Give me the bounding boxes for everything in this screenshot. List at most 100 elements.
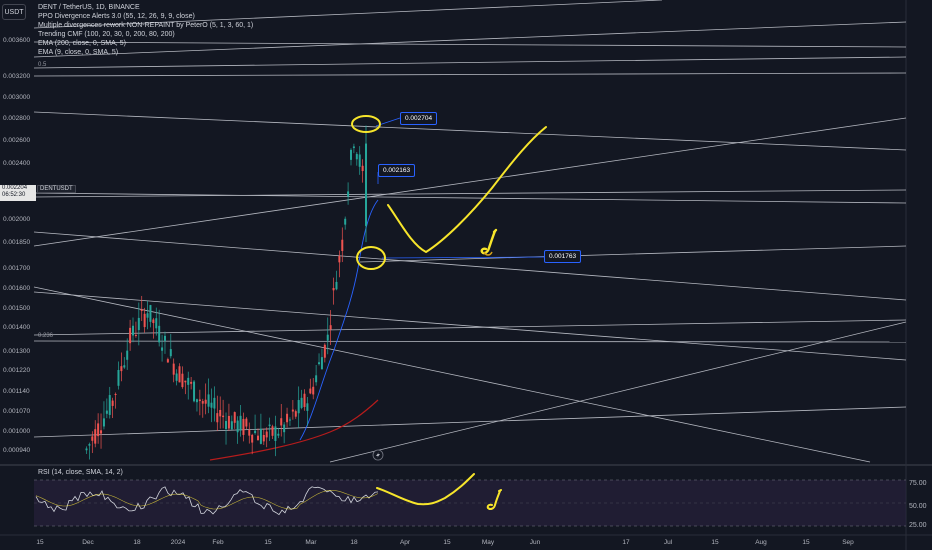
candle-body[interactable] xyxy=(85,448,88,451)
candle-body[interactable] xyxy=(265,431,268,438)
candle-body[interactable] xyxy=(102,418,105,427)
price-callout-high[interactable]: 0.002704 xyxy=(400,112,438,125)
candle-body[interactable] xyxy=(88,444,91,446)
candle-body[interactable] xyxy=(137,317,140,331)
candle-body[interactable] xyxy=(190,381,193,384)
candle-body[interactable] xyxy=(129,327,132,344)
candle-body[interactable] xyxy=(114,393,117,395)
candle-body[interactable] xyxy=(155,318,158,329)
candle-body[interactable] xyxy=(355,153,358,160)
ema9-line[interactable] xyxy=(299,199,379,441)
candle-body[interactable] xyxy=(236,420,239,433)
candle-body[interactable] xyxy=(108,395,111,415)
trendline[interactable] xyxy=(33,189,907,198)
candle-body[interactable] xyxy=(352,146,355,149)
candle-body[interactable] xyxy=(100,430,103,434)
quote-currency-button[interactable]: USDT xyxy=(2,4,26,20)
candle-body[interactable] xyxy=(248,429,251,436)
candle-body[interactable] xyxy=(347,191,350,197)
trendline[interactable] xyxy=(359,245,907,263)
candle-body[interactable] xyxy=(245,418,248,427)
lightning-icon[interactable] xyxy=(372,449,384,461)
candle-body[interactable] xyxy=(268,424,271,427)
trendline[interactable] xyxy=(33,291,907,361)
candle-body[interactable] xyxy=(318,362,321,365)
candle-body[interactable] xyxy=(213,397,216,409)
candle-body[interactable] xyxy=(184,380,187,383)
candle-body[interactable] xyxy=(132,325,135,336)
candle-body[interactable] xyxy=(312,386,315,395)
candle-body[interactable] xyxy=(300,397,303,408)
rsi-legend[interactable]: RSI (14, close, SMA, 14, 2) xyxy=(38,469,123,476)
candle-body[interactable] xyxy=(350,149,352,160)
rsi-axis-labels[interactable]: 75.00 50.00 25.00 xyxy=(909,480,927,529)
candle-body[interactable] xyxy=(117,370,120,386)
candle-body[interactable] xyxy=(315,375,318,383)
candle-body[interactable] xyxy=(230,421,233,430)
candle-body[interactable] xyxy=(207,394,210,407)
candle-body[interactable] xyxy=(280,418,283,426)
candle-body[interactable] xyxy=(297,400,300,414)
candles[interactable] xyxy=(85,125,367,460)
time-axis-labels[interactable]: 15 Dec 18 2024 Feb 15 Mar 18 Apr 15 May Jun 17 Jul 15 A… xyxy=(36,539,854,546)
ema200-line[interactable] xyxy=(209,399,379,461)
candle-body[interactable] xyxy=(259,429,262,444)
candle-body[interactable] xyxy=(149,305,152,322)
candle-body[interactable] xyxy=(187,377,190,385)
trendline[interactable] xyxy=(33,286,871,463)
candle-body[interactable] xyxy=(140,309,143,312)
candle-body[interactable] xyxy=(210,402,213,408)
candle-body[interactable] xyxy=(204,399,207,404)
candle-body[interactable] xyxy=(361,165,364,172)
candle-body[interactable] xyxy=(158,325,161,343)
candle-body[interactable] xyxy=(254,430,257,434)
rsi-ma-line[interactable] xyxy=(35,490,379,510)
candle-body[interactable] xyxy=(294,411,297,417)
projected-path-main[interactable] xyxy=(387,126,547,253)
candle-body[interactable] xyxy=(251,434,254,443)
trendlines[interactable] xyxy=(33,0,907,463)
candle-body[interactable] xyxy=(152,319,155,324)
candle-body[interactable] xyxy=(323,344,326,358)
candle-body[interactable] xyxy=(335,281,338,290)
candle-body[interactable] xyxy=(338,255,341,263)
candle-body[interactable] xyxy=(126,350,129,360)
highlight-ellipse-bottom[interactable] xyxy=(356,246,386,270)
candle-body[interactable] xyxy=(181,373,184,388)
trendline[interactable] xyxy=(33,41,907,48)
candle-body[interactable] xyxy=(163,335,166,341)
candle-body[interactable] xyxy=(195,399,198,403)
candle-body[interactable] xyxy=(146,313,149,318)
trendline[interactable] xyxy=(33,56,907,69)
candle-body[interactable] xyxy=(225,421,228,429)
candle-body[interactable] xyxy=(201,401,204,404)
trendline[interactable] xyxy=(33,111,907,151)
candle-body[interactable] xyxy=(172,363,175,375)
trendline[interactable] xyxy=(33,340,907,343)
price-axis-labels[interactable]: 0.003600 0.003200 0.003000 0.002800 0.002600… xyxy=(3,37,30,454)
main-pane[interactable] xyxy=(34,0,906,462)
candle-body[interactable] xyxy=(320,357,323,370)
candle-body[interactable] xyxy=(239,415,242,431)
candle-body[interactable] xyxy=(332,287,335,291)
candle-body[interactable] xyxy=(256,435,259,441)
candle-body[interactable] xyxy=(306,403,309,411)
candle-body[interactable] xyxy=(143,313,146,328)
candle-body[interactable] xyxy=(111,400,114,406)
candle-body[interactable] xyxy=(178,366,181,383)
candle-body[interactable] xyxy=(219,409,222,417)
candle-body[interactable] xyxy=(97,423,100,437)
candle-body[interactable] xyxy=(274,426,277,442)
candle-body[interactable] xyxy=(94,429,97,444)
candle-body[interactable] xyxy=(227,415,230,429)
candle-body[interactable] xyxy=(262,434,265,442)
candle-body[interactable] xyxy=(222,415,225,418)
candle-body[interactable] xyxy=(169,349,172,357)
candle-body[interactable] xyxy=(277,433,280,436)
candle-body[interactable] xyxy=(309,388,312,394)
candle-body[interactable] xyxy=(286,413,289,423)
candle-body[interactable] xyxy=(91,436,94,441)
trendline[interactable] xyxy=(33,72,907,77)
